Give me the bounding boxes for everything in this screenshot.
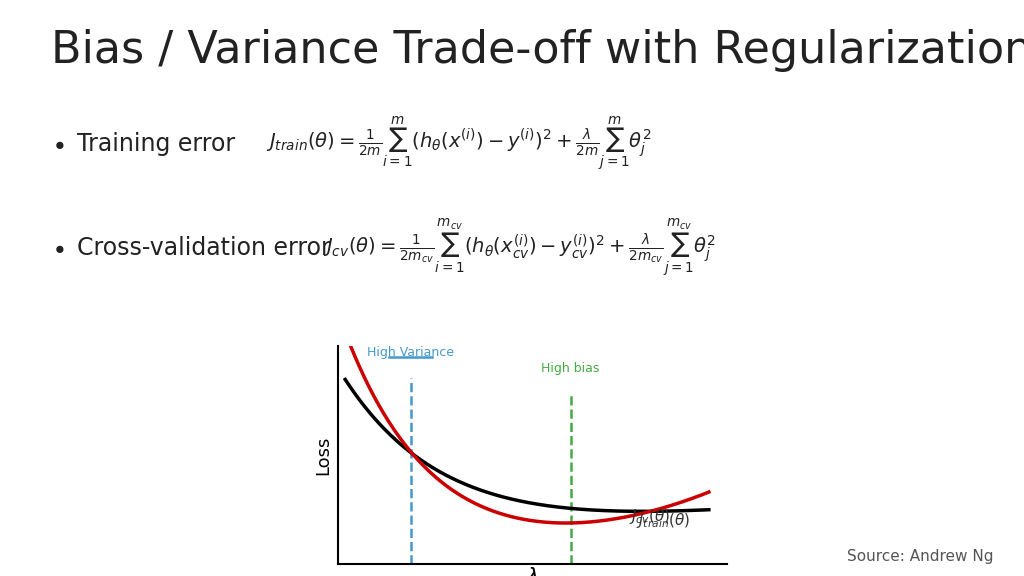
Text: $J_{cv}(\theta) = \frac{1}{2m_{cv}}\sum_{i=1}^{m_{cv}}(h_\theta(x_{cv}^{(i)}) - : $J_{cv}(\theta) = \frac{1}{2m_{cv}}\sum_… xyxy=(323,217,716,278)
Text: $J_{train}(\theta)$: $J_{train}(\theta)$ xyxy=(636,511,690,530)
Text: Training error: Training error xyxy=(77,132,234,156)
Text: $\bullet$: $\bullet$ xyxy=(51,132,65,156)
Text: High Variance: High Variance xyxy=(368,346,455,359)
Text: High bias: High bias xyxy=(542,362,600,375)
Text: $J_{train}(\theta) = \frac{1}{2m}\sum_{i=1}^{m}(h_\theta(x^{(i)}) - y^{(i)})^2 +: $J_{train}(\theta) = \frac{1}{2m}\sum_{i… xyxy=(266,115,652,173)
Y-axis label: Loss: Loss xyxy=(314,435,333,475)
Text: Bias / Variance Trade-off with Regularization: Bias / Variance Trade-off with Regulariz… xyxy=(51,29,1024,72)
Text: $J_{cv}(\theta)$: $J_{cv}(\theta)$ xyxy=(629,507,671,526)
Text: $\bullet$: $\bullet$ xyxy=(51,236,65,260)
X-axis label: $\lambda$: $\lambda$ xyxy=(526,567,539,576)
Text: Cross-validation error: Cross-validation error xyxy=(77,236,331,260)
Text: Source: Andrew Ng: Source: Andrew Ng xyxy=(847,550,993,564)
